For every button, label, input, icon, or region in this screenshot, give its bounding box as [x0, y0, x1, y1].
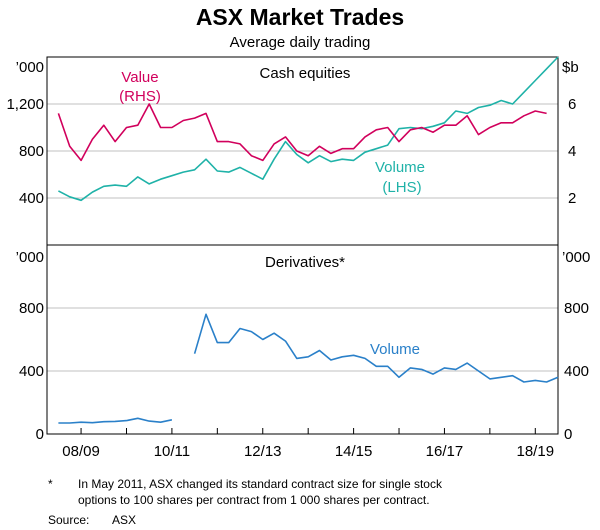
x-tick-label: 08/09	[62, 443, 100, 460]
footnote-line-2: options to 100 shares per contract from …	[78, 493, 430, 507]
top-right-tick-label: 2	[568, 190, 576, 207]
top-left-tick-label: 800	[19, 143, 44, 160]
value-series-label: Value	[121, 69, 158, 86]
x-tick-label: 18/19	[517, 443, 555, 460]
bottom-left-tick-label: 400	[19, 363, 44, 380]
chart-title: ASX Market Trades	[196, 4, 404, 30]
top-left-unit: ’000	[16, 59, 44, 76]
bottom-right-tick-label: 800	[564, 300, 589, 317]
x-tick-label: 10/11	[154, 443, 190, 460]
bottom-left-tick-label: 800	[19, 300, 44, 317]
volume-derivatives-series-label: Volume	[370, 341, 420, 358]
top-right-tick-label: 6	[568, 96, 576, 113]
volume-cash-series-label-axis: (LHS)	[382, 179, 421, 196]
panel-title-derivatives: Derivatives*	[265, 254, 345, 271]
source-label: Source:	[48, 513, 90, 527]
top-right-tick-label: 4	[568, 143, 576, 160]
volume-cash-series-label: Volume	[375, 159, 425, 176]
top-left-tick-label: 400	[19, 190, 44, 207]
top-right-unit: $b	[562, 59, 579, 76]
volume-derivatives-line-segment-1	[193, 313, 559, 383]
panel-title-cash-equities: Cash equities	[260, 65, 351, 82]
x-tick-label: 14/15	[335, 443, 373, 460]
value-line	[57, 103, 547, 162]
volume-cash-line	[58, 56, 559, 202]
bottom-right-unit: ’000	[562, 249, 590, 266]
bottom-right-tick-label: 400	[564, 363, 589, 380]
footnote-marker: *	[48, 477, 53, 491]
bottom-left-tick-label: 0	[36, 426, 44, 443]
source-value: ASX	[112, 513, 137, 527]
footnote-line-1: In May 2011, ASX changed its standard co…	[78, 477, 442, 491]
plot-area: ’000 $b 400 800 1,200 2 4 6 ’000 ’000 0 0 400 400 800 8…	[6, 56, 590, 460]
x-tick-label: 12/13	[244, 443, 282, 460]
bottom-right-tick-label: 0	[564, 426, 572, 443]
value-series-label-axis: (RHS)	[119, 88, 161, 105]
volume-derivatives-line-segment-0	[58, 417, 173, 424]
bottom-left-unit: ’000	[16, 249, 44, 266]
chart-subtitle: Average daily trading	[230, 34, 371, 51]
x-tick-label: 16/17	[426, 443, 464, 460]
top-left-tick-label: 1,200	[6, 96, 44, 113]
